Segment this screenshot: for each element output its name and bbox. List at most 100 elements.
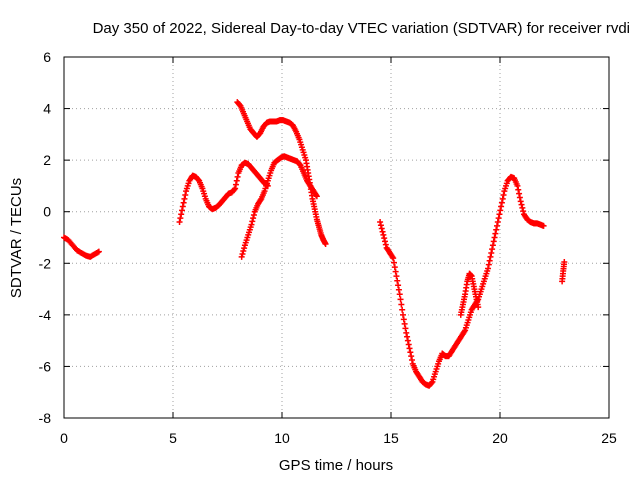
data-point — [382, 241, 389, 248]
data-point — [399, 306, 406, 313]
x-tick-label: 0 — [60, 430, 68, 446]
x-tick-label: 20 — [492, 430, 508, 446]
y-tick-label: 0 — [43, 204, 51, 220]
data-point — [178, 207, 185, 214]
data-point — [179, 203, 186, 210]
data-point — [182, 191, 189, 198]
x-tick-label: 10 — [274, 430, 290, 446]
data-point — [404, 337, 411, 344]
data-point — [392, 268, 399, 275]
data-point — [405, 341, 412, 348]
y-tick-label: 6 — [43, 49, 51, 65]
data-point — [494, 219, 501, 226]
chart-title: Day 350 of 2022, Sidereal Day-to-day VTE… — [93, 20, 630, 37]
data-point — [403, 329, 410, 336]
data-point — [397, 296, 404, 303]
x-tick-label: 25 — [601, 430, 617, 446]
data-point — [514, 182, 521, 189]
data-point — [498, 199, 505, 206]
data-point — [313, 193, 320, 200]
data-point — [232, 185, 239, 192]
data-point — [561, 258, 568, 265]
y-tick-label: 4 — [43, 101, 51, 117]
y-tick-label: -2 — [39, 255, 52, 271]
data-point — [391, 264, 398, 271]
data-point — [379, 228, 386, 235]
data-point — [181, 195, 188, 202]
data-point — [490, 238, 497, 245]
data-point — [475, 304, 482, 311]
data-point — [393, 273, 400, 280]
data-point — [250, 211, 257, 218]
data-point — [496, 211, 503, 218]
data-point — [401, 320, 408, 327]
data-segment — [61, 234, 102, 260]
data-point — [518, 201, 525, 208]
data-point — [250, 215, 257, 222]
data-point — [178, 211, 185, 218]
y-tick-label: -8 — [39, 410, 52, 426]
data-point — [239, 250, 246, 257]
data-point — [322, 240, 329, 247]
data-point — [394, 277, 401, 284]
y-axis-ticks: -8 -6 -4 -2 0 2 4 6 — [39, 49, 609, 426]
data-point — [428, 379, 435, 386]
data-point — [395, 286, 402, 293]
data-point — [232, 181, 239, 188]
x-tick-label: 5 — [169, 430, 177, 446]
data-point — [377, 222, 384, 229]
data-point — [516, 194, 523, 201]
data-point — [489, 242, 496, 249]
data-point — [238, 253, 245, 260]
data-point — [407, 349, 414, 356]
data-point — [519, 204, 526, 211]
y-tick-label: 2 — [43, 152, 51, 168]
data-point — [499, 195, 506, 202]
data-point — [180, 199, 187, 206]
data-point — [390, 259, 397, 266]
data-point — [396, 291, 403, 298]
y-tick-label: -6 — [39, 358, 52, 374]
x-axis-label: GPS time / hours — [279, 457, 393, 474]
data-point — [492, 230, 499, 237]
data-point — [234, 173, 241, 180]
data-point — [408, 356, 415, 363]
data-point — [398, 301, 405, 308]
data-point — [500, 191, 507, 198]
data-point — [395, 282, 402, 289]
data-point — [248, 221, 255, 228]
data-point — [399, 311, 406, 318]
plot-frame — [63, 56, 610, 419]
data-point — [249, 218, 256, 225]
x-tick-label: 15 — [383, 430, 399, 446]
data-point — [377, 219, 384, 226]
data-point — [485, 265, 492, 272]
data-segment — [377, 173, 547, 389]
data-point — [402, 325, 409, 332]
data-point — [240, 248, 247, 255]
data-point — [233, 177, 240, 184]
data-point — [494, 222, 501, 229]
data-segment — [234, 99, 329, 247]
y-tick-label: -4 — [39, 307, 52, 323]
data-point — [491, 234, 498, 241]
data-segment — [457, 270, 482, 318]
data-point — [95, 248, 102, 255]
data-points — [61, 99, 568, 389]
data-point — [378, 225, 385, 232]
data-point — [540, 222, 547, 229]
x-axis-ticks: 0 5 10 15 20 25 — [60, 57, 617, 446]
data-segment — [176, 159, 271, 226]
data-point — [515, 186, 522, 193]
data-point — [517, 198, 524, 205]
gridlines — [64, 57, 609, 418]
data-point — [381, 235, 388, 242]
data-point — [400, 316, 407, 323]
data-point — [382, 238, 389, 245]
data-point — [489, 246, 496, 253]
data-point — [485, 261, 492, 268]
data-point — [497, 207, 504, 214]
data-point — [241, 245, 248, 252]
data-point — [486, 257, 493, 264]
